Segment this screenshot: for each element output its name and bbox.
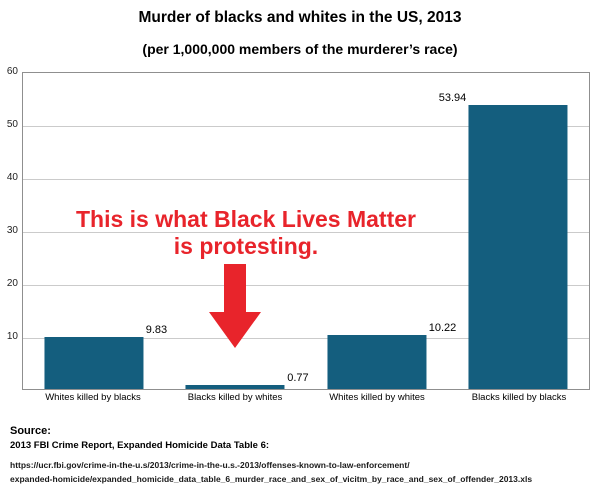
source-block: Source: 2013 FBI Crime Report, Expanded … [10, 425, 532, 486]
x-category-label: Blacks killed by whites [187, 392, 283, 403]
chart-subtitle: (per 1,000,000 members of the murderer’s… [142, 41, 458, 57]
annotation-line-2: is protesting. [173, 233, 319, 259]
bar [468, 104, 568, 389]
x-axis-labels: Whites killed by blacks Blacks killed by … [22, 392, 590, 403]
source-url-line-2: expanded-homicide/expanded_homicide_data… [10, 474, 533, 485]
bar-slot: 0.77 [165, 73, 309, 389]
annotation-text: This is what Black Lives Matter is prote… [28, 206, 464, 260]
bars-container: 9.83 0.77 10.22 53.94 [23, 73, 589, 389]
down-arrow-icon [209, 264, 261, 348]
bar-value-label: 10.22 [428, 322, 457, 335]
down-arrow-shape [209, 264, 261, 348]
source-url: https://ucr.fbi.gov/crime-in-the-u.s/201… [10, 458, 532, 486]
bar-slot: 53.94 [439, 73, 590, 389]
x-category-label: Blacks killed by blacks [471, 392, 567, 403]
bar [327, 335, 427, 389]
bar-chart: 10 20 30 40 50 60 9.83 0.77 10.22 53.94 [2, 67, 590, 390]
bar-value-label: 53.94 [438, 91, 467, 104]
y-axis-labels: 10 20 30 40 50 60 [2, 67, 20, 390]
source-citation: 2013 FBI Crime Report, Expanded Homicide… [10, 440, 270, 451]
bar [44, 337, 144, 389]
bar [185, 384, 285, 389]
y-tick-label: 40 [6, 172, 18, 183]
x-category-label: Whites killed by whites [329, 392, 425, 403]
source-label: Source: [10, 425, 51, 437]
y-tick-label: 10 [6, 331, 18, 342]
y-tick-label: 30 [6, 225, 18, 236]
annotation-line-1: This is what Black Lives Matter [75, 206, 416, 232]
chart-title: Murder of blacks and whites in the US, 2… [138, 9, 462, 26]
bar-slot: 10.22 [306, 73, 456, 389]
y-tick-label: 20 [6, 278, 18, 289]
bar-slot: 9.83 [23, 73, 168, 389]
bar-value-label: 0.77 [287, 371, 309, 384]
y-tick-label: 50 [6, 119, 18, 130]
gridline [23, 232, 589, 233]
gridline [23, 338, 589, 339]
gridline [23, 285, 589, 286]
bar-value-label: 9.83 [145, 324, 168, 337]
x-category-label: Whites killed by blacks [45, 392, 141, 403]
y-tick-label: 60 [6, 66, 18, 77]
plot-area: 9.83 0.77 10.22 53.94 [22, 72, 590, 390]
gridline [23, 179, 589, 180]
source-url-line-1: https://ucr.fbi.gov/crime-in-the-u.s/201… [10, 460, 410, 470]
gridline [23, 126, 589, 127]
